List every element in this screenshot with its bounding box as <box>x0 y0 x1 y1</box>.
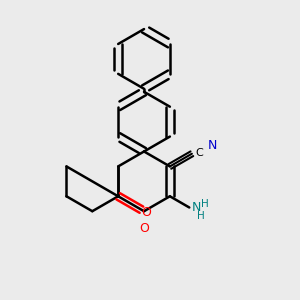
Text: H: H <box>201 200 208 209</box>
Text: N: N <box>192 201 201 214</box>
Text: O: O <box>142 206 152 219</box>
Text: O: O <box>139 222 149 235</box>
Text: N: N <box>208 139 217 152</box>
Text: C: C <box>196 148 203 158</box>
Text: H: H <box>197 212 205 221</box>
